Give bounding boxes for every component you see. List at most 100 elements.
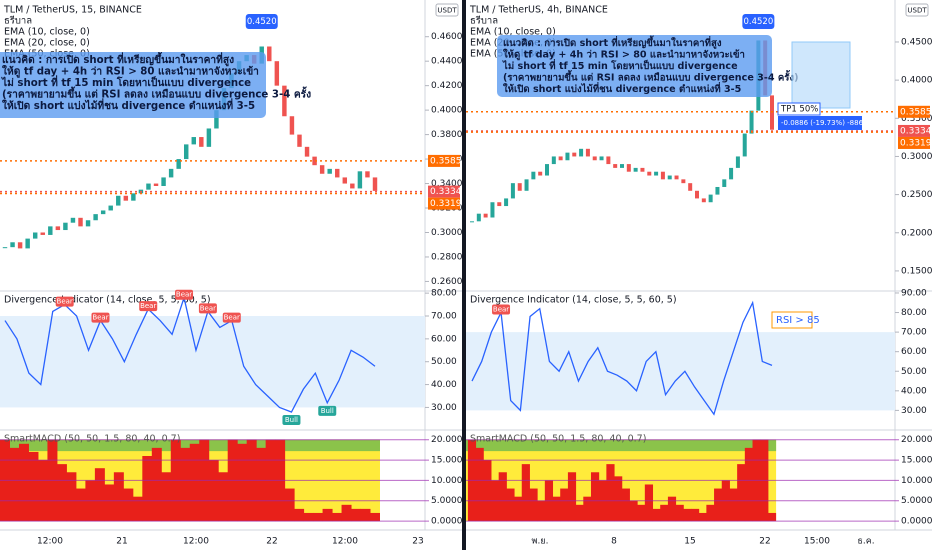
indicator-legend: EMA (10, close, 0) [470,27,556,38]
macd-bar [483,460,492,522]
candle [161,177,166,186]
subtitle: ธรีบาล [4,15,32,27]
annotation-text: ไม่ short ที่ tf 15 min โดยหาเป็นแบบ div… [502,58,738,72]
y-tick-label: 50.00 [431,357,457,367]
candle [572,152,577,157]
rsi-band [0,316,425,408]
candle [599,156,604,161]
candle [565,152,570,161]
macd-bar [123,488,134,522]
panel-divider [462,0,466,550]
candle [327,168,332,174]
candle [735,156,740,168]
y-tick-label: 0.2800 [431,252,463,262]
candle [654,171,659,176]
candle [701,198,706,203]
candle [558,156,563,161]
candle [55,226,61,231]
macd-bar [151,447,162,522]
annotation-text: ให้เปิด short แบ่งไม้ที่ชน divergence ตำ… [503,81,741,95]
symbol-title: TLM / TetherUS, 4h, BINANCE [469,5,608,16]
candle [667,175,672,180]
candle [579,148,584,157]
currency-button[interactable] [905,3,929,17]
candle [2,247,8,249]
signal-label: Bear [140,302,156,310]
macd-bar [706,504,715,522]
candle [297,134,302,147]
macd-title: SmartMACD (50, 50, 1.5, 80, 40, 0.7) [470,434,646,445]
candle [626,164,631,172]
macd-bar [590,472,600,522]
target-zone [791,41,851,109]
chart-panel: 0.4500 0.4000 0.3500 0.3000 0.2500 0.2000 0.15… [466,0,932,547]
macd-bar [767,512,777,522]
candle [17,242,23,249]
candle [267,46,272,62]
macd-bar [18,443,29,522]
candle [695,190,699,199]
candle [688,183,693,191]
macd-bar [313,512,324,522]
high-label-box [245,14,278,29]
candle [538,171,543,176]
y-tick-label: 10.0000 [901,476,932,486]
candle [365,171,370,178]
candle [640,167,645,172]
y-tick-label: 50.00 [901,367,927,377]
y-tick-label: 0.0000 [431,517,463,527]
x-tick-label: 12:00 [37,537,63,547]
y-tick-label: 80.00 [901,308,927,318]
x-tick-label: 21 [116,537,127,547]
macd-bar [161,472,172,522]
candle [722,179,727,187]
currency-button[interactable] [435,3,459,17]
macd-bar [37,460,48,522]
candle [214,110,219,129]
candle [131,193,136,201]
candle [504,198,509,207]
macd-bar [560,488,569,522]
candle [25,238,30,249]
price-marker-box [428,197,460,210]
y-tick-label: 0.4500 [901,37,932,47]
x-tick-label: ธ.ค. [857,537,874,547]
macd-bar [322,508,333,522]
y-tick-label: 0.3800 [431,130,463,140]
y-tick-label: 0.4200 [431,81,463,91]
y-tick-label: 20.0000 [431,435,468,445]
candle [319,165,325,174]
signal-box [55,296,74,307]
macd-bar [675,504,684,522]
candle [85,220,91,227]
candle [708,194,713,203]
x-tick-label: 22 [266,537,277,547]
macd-bar [66,472,77,522]
y-tick-label: 60.00 [901,347,927,357]
macd-bar [294,508,305,522]
macd-bar [529,488,538,522]
macd-bar [303,512,314,522]
signal-label: Bull [285,416,298,424]
candle [715,186,720,195]
y-tick-label: 15.0000 [901,456,932,466]
price-marker-box [898,124,930,137]
annotation-box [0,52,266,118]
annotation-text: ไม่ short ที่ tf 15 min โดยหาเป็นแบบ div… [1,75,251,89]
candle [93,214,98,221]
macd-bar [537,500,546,522]
rsi-note: RSI > 85 [776,315,820,326]
candle [48,226,53,235]
oscillator-line [471,300,773,416]
y-tick-label: 30.00 [901,406,927,416]
candle [10,242,15,248]
macd-bar [621,488,630,522]
candle [517,183,522,191]
y-tick-label: 15.0000 [431,456,468,466]
chart-panel: 0.46000.44000.42000.40000.38000.36000.34… [0,0,468,547]
y-tick-label: 20.0000 [901,435,932,445]
macd-bar [667,496,677,522]
macd-bar [284,488,295,522]
macd-bar [660,504,669,522]
